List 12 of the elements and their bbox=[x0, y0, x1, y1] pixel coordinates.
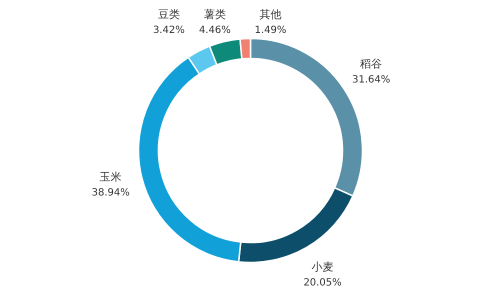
data-label: 31.64% bbox=[352, 74, 390, 86]
slice-label: 豆类 bbox=[158, 8, 180, 21]
slice-label: 薯类 bbox=[204, 8, 226, 21]
data-label: 38.94% bbox=[92, 187, 130, 198]
slice-label: 其他 bbox=[260, 8, 282, 21]
data-label: 1.49% bbox=[254, 25, 286, 36]
data-label: 20.05% bbox=[303, 278, 342, 289]
slice-label: 稻谷 bbox=[360, 57, 382, 70]
data-label: 4.46% bbox=[198, 25, 231, 36]
slice-label: 玉米 bbox=[100, 170, 122, 184]
data-label: 3.42% bbox=[152, 25, 185, 36]
slice-label: 小麦 bbox=[312, 260, 334, 274]
